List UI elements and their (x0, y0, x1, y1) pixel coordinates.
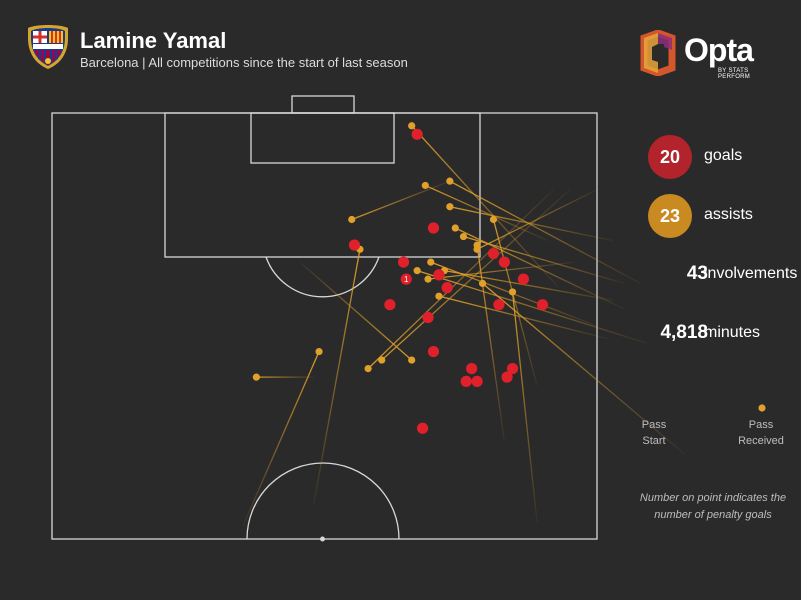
centre-circle (246, 462, 400, 540)
goal-point (487, 247, 500, 260)
page-subtitle: Barcelona | All competitions since the s… (80, 55, 408, 70)
assist-pass-line (455, 227, 625, 310)
assist-layer (242, 122, 685, 527)
assist-received-point (451, 224, 459, 232)
assist-pass-line (476, 244, 505, 442)
goal-point (471, 375, 483, 387)
assist-pass-line (449, 206, 614, 242)
legend-end-label: Pass Received (738, 419, 784, 447)
assist-received-point (378, 356, 386, 364)
minutes-count: 4,818 (660, 322, 708, 343)
goal-point (460, 375, 472, 387)
pass-legend-line (652, 404, 766, 412)
goal-layer: 1 (348, 128, 549, 434)
club-crest-icon (28, 25, 68, 69)
assist-pass-line (411, 125, 560, 289)
goals-stat: 20 goals (645, 135, 801, 179)
goal-point (493, 299, 505, 311)
assist-received-point (408, 356, 416, 364)
page-title: Lamine Yamal (80, 28, 227, 53)
assist-pass-line (242, 351, 320, 527)
goal-point (517, 273, 530, 285)
assist-received-point (348, 215, 356, 224)
goal (291, 95, 355, 114)
legend-start-label: Pass Start (641, 419, 667, 447)
goal-point (417, 422, 429, 434)
goal-point (384, 299, 396, 311)
six-yard-box (250, 112, 395, 164)
pass-received-dot (758, 404, 766, 412)
assist-pass-line (476, 189, 598, 250)
assist-pass-line (381, 189, 571, 361)
pitch-outline (51, 112, 598, 540)
assists-count: 23 (648, 194, 692, 238)
assist-received-point (459, 232, 468, 241)
goal-point (441, 282, 453, 294)
assist-pass-line (351, 180, 451, 221)
goal-point (466, 363, 478, 375)
goal-point (536, 299, 549, 311)
goal-point (427, 222, 440, 234)
assist-pass-line (511, 291, 538, 523)
goal-point (506, 363, 519, 375)
assist-received-point (413, 267, 421, 275)
assist-received-point (424, 275, 432, 283)
goal-point (348, 239, 361, 251)
assist-pass-line (299, 261, 413, 361)
minutes-label: minutes (704, 324, 761, 341)
assist-pass-line (492, 219, 538, 386)
goal-point (411, 128, 423, 140)
assist-pass-line (427, 261, 576, 280)
assist-received-point (508, 288, 517, 296)
opta-byline: BY STATS PERFORM (718, 68, 751, 80)
goal-point (422, 311, 434, 324)
goal-point (400, 273, 412, 285)
assists-label: assists (704, 206, 753, 223)
goal-point (501, 371, 513, 383)
assist-received-point (421, 181, 429, 190)
assist-received-point (478, 279, 487, 287)
opta-logo: Opta BY STATS PERFORM (638, 30, 778, 80)
involvements-stat: 43 involvements (645, 253, 801, 297)
penalty-box (164, 112, 481, 258)
opta-wordmark: Opta (684, 32, 754, 68)
goal-point (498, 256, 510, 268)
assist-pass-line (416, 270, 647, 344)
assist-received-point (427, 258, 435, 266)
centre-spot (320, 536, 325, 542)
penalty-arc (265, 256, 380, 298)
assist-received-point (435, 292, 443, 300)
goals-label: goals (704, 147, 743, 164)
assist-received-point (315, 347, 323, 356)
assist-pass-line (482, 282, 685, 455)
goal-point (397, 256, 410, 268)
assist-received-point (252, 373, 260, 381)
assist-received-point (473, 241, 481, 249)
assists-stat: 23 assists (645, 194, 801, 238)
assist-pass-line (449, 180, 641, 284)
involvements-count: 43 (686, 263, 708, 284)
opta-mark-icon (640, 30, 676, 76)
assist-received-point (408, 122, 416, 130)
goal-point (427, 345, 440, 358)
assist-pass-line (312, 249, 361, 506)
minutes-stat: 4,818 minutes (645, 312, 801, 356)
goals-count: 20 (648, 135, 692, 179)
penalty-count-label: 1 (404, 275, 409, 284)
assist-pass-line (425, 184, 549, 242)
penalty-note: Number on point indicates the number of … (639, 492, 787, 521)
assist-received-point (446, 203, 454, 211)
assist-received-point (489, 215, 498, 224)
goal-point (433, 269, 445, 281)
involvements-label: involvements (704, 265, 798, 282)
assist-received-point (364, 365, 372, 373)
assist-pass-line (444, 269, 614, 302)
